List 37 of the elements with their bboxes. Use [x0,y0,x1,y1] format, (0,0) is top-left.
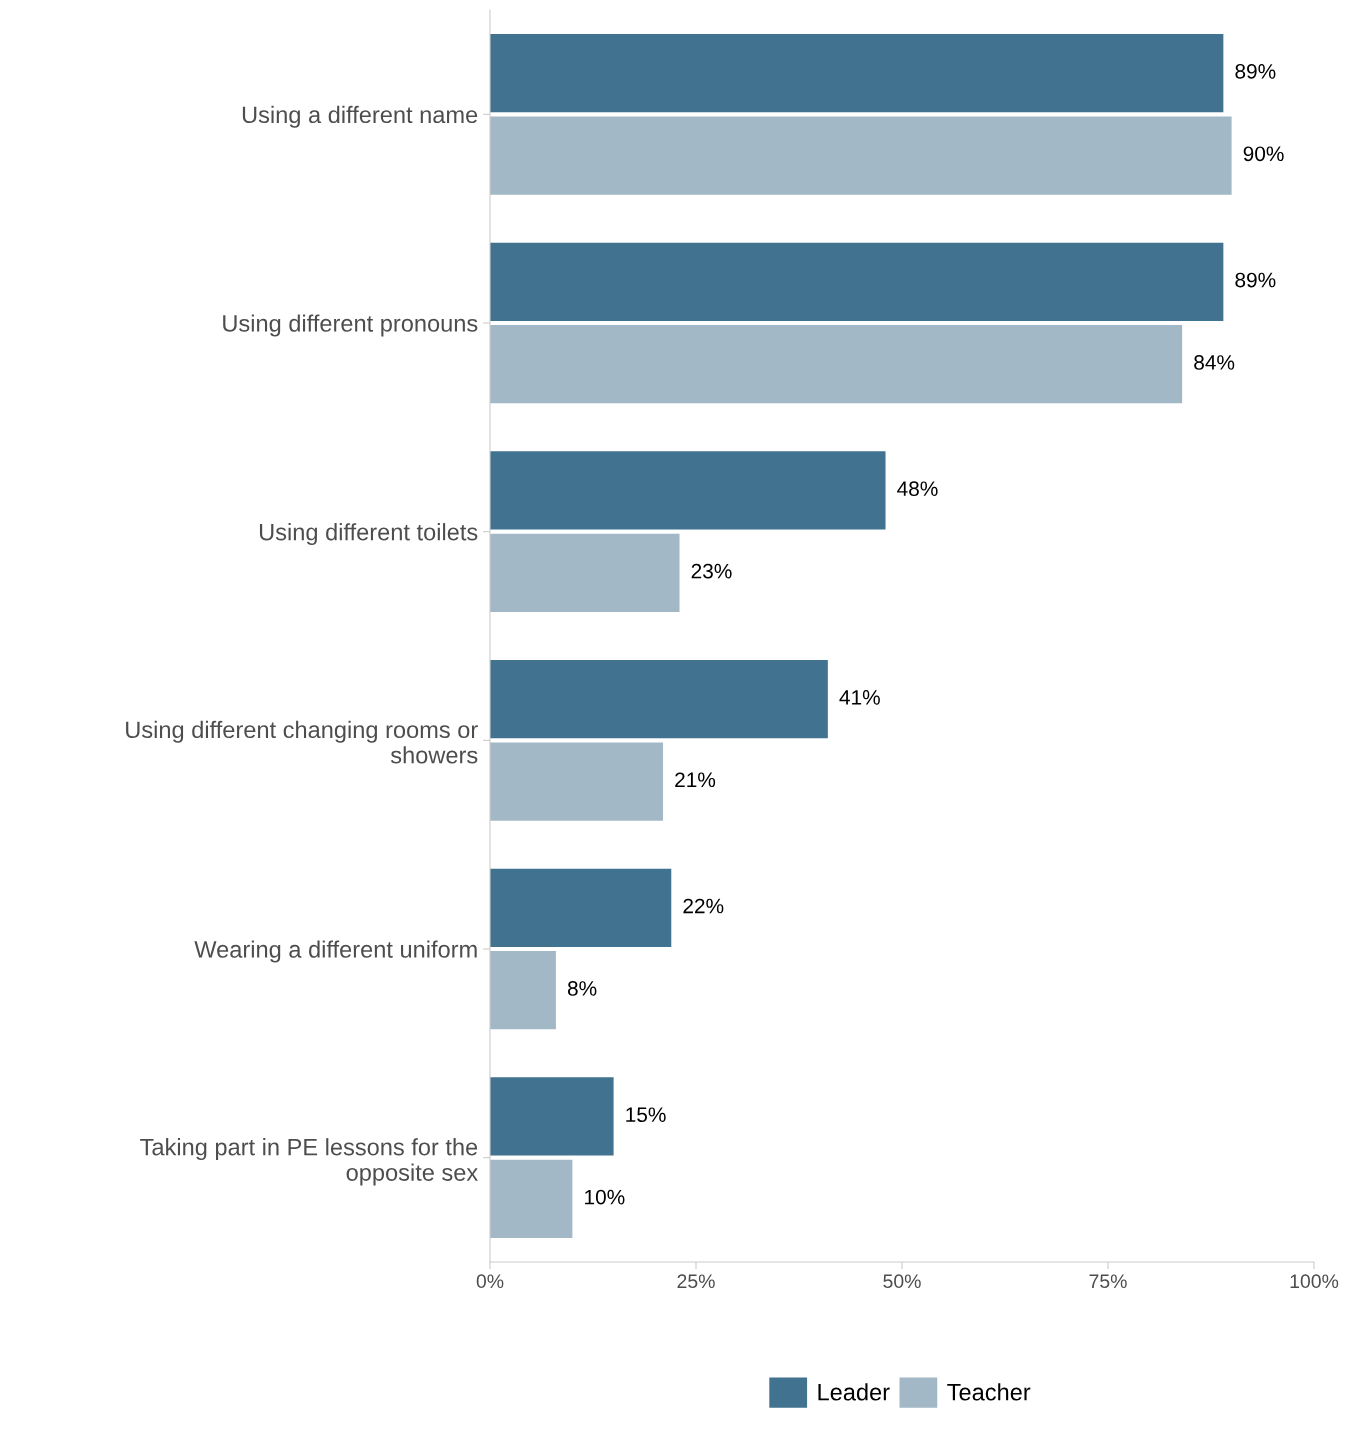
data-label: 23% [691,563,732,579]
data-label: 10% [585,1189,625,1205]
bar [490,1077,614,1156]
x-tick-label: 25% [677,1274,715,1289]
y-tick-label: Using different toilets [259,523,478,546]
data-label: 41% [839,690,880,705]
data-label: 84% [1194,355,1235,370]
x-tick-label: 50% [883,1274,921,1289]
bar [490,116,1232,195]
bar [490,742,664,821]
data-label: 22% [683,898,724,914]
y-tick-label: Wearing a different uniform [194,940,477,963]
x-tick-label: 75% [1089,1274,1127,1289]
bar [490,868,672,947]
bar [490,242,1224,321]
data-label: 48% [897,481,938,497]
y-tick-label: Using a different name [242,105,478,128]
legend-label: Teacher [947,1383,1031,1401]
data-label: 15% [626,1107,666,1123]
bar [490,533,680,612]
bar [490,325,1183,404]
bar [490,951,556,1030]
bar [490,1159,573,1238]
data-label: 89% [1235,272,1276,288]
bar [490,451,886,530]
data-label: 21% [675,772,716,788]
legend-label: Leader [818,1383,890,1401]
y-tick-label: Taking part in PE lessons for the opposite sex [140,1138,478,1186]
bar [490,34,1224,113]
x-tick-label: 0% [476,1274,504,1289]
data-label: 8% [567,981,597,996]
y-tick-label: Using different changing rooms or showers [126,720,478,764]
data-label: 89% [1235,63,1276,79]
x-tick-label: 100% [1290,1274,1339,1289]
y-tick-label: Using different pronouns [223,314,478,337]
data-label: 90% [1243,146,1284,162]
bar [490,660,828,739]
